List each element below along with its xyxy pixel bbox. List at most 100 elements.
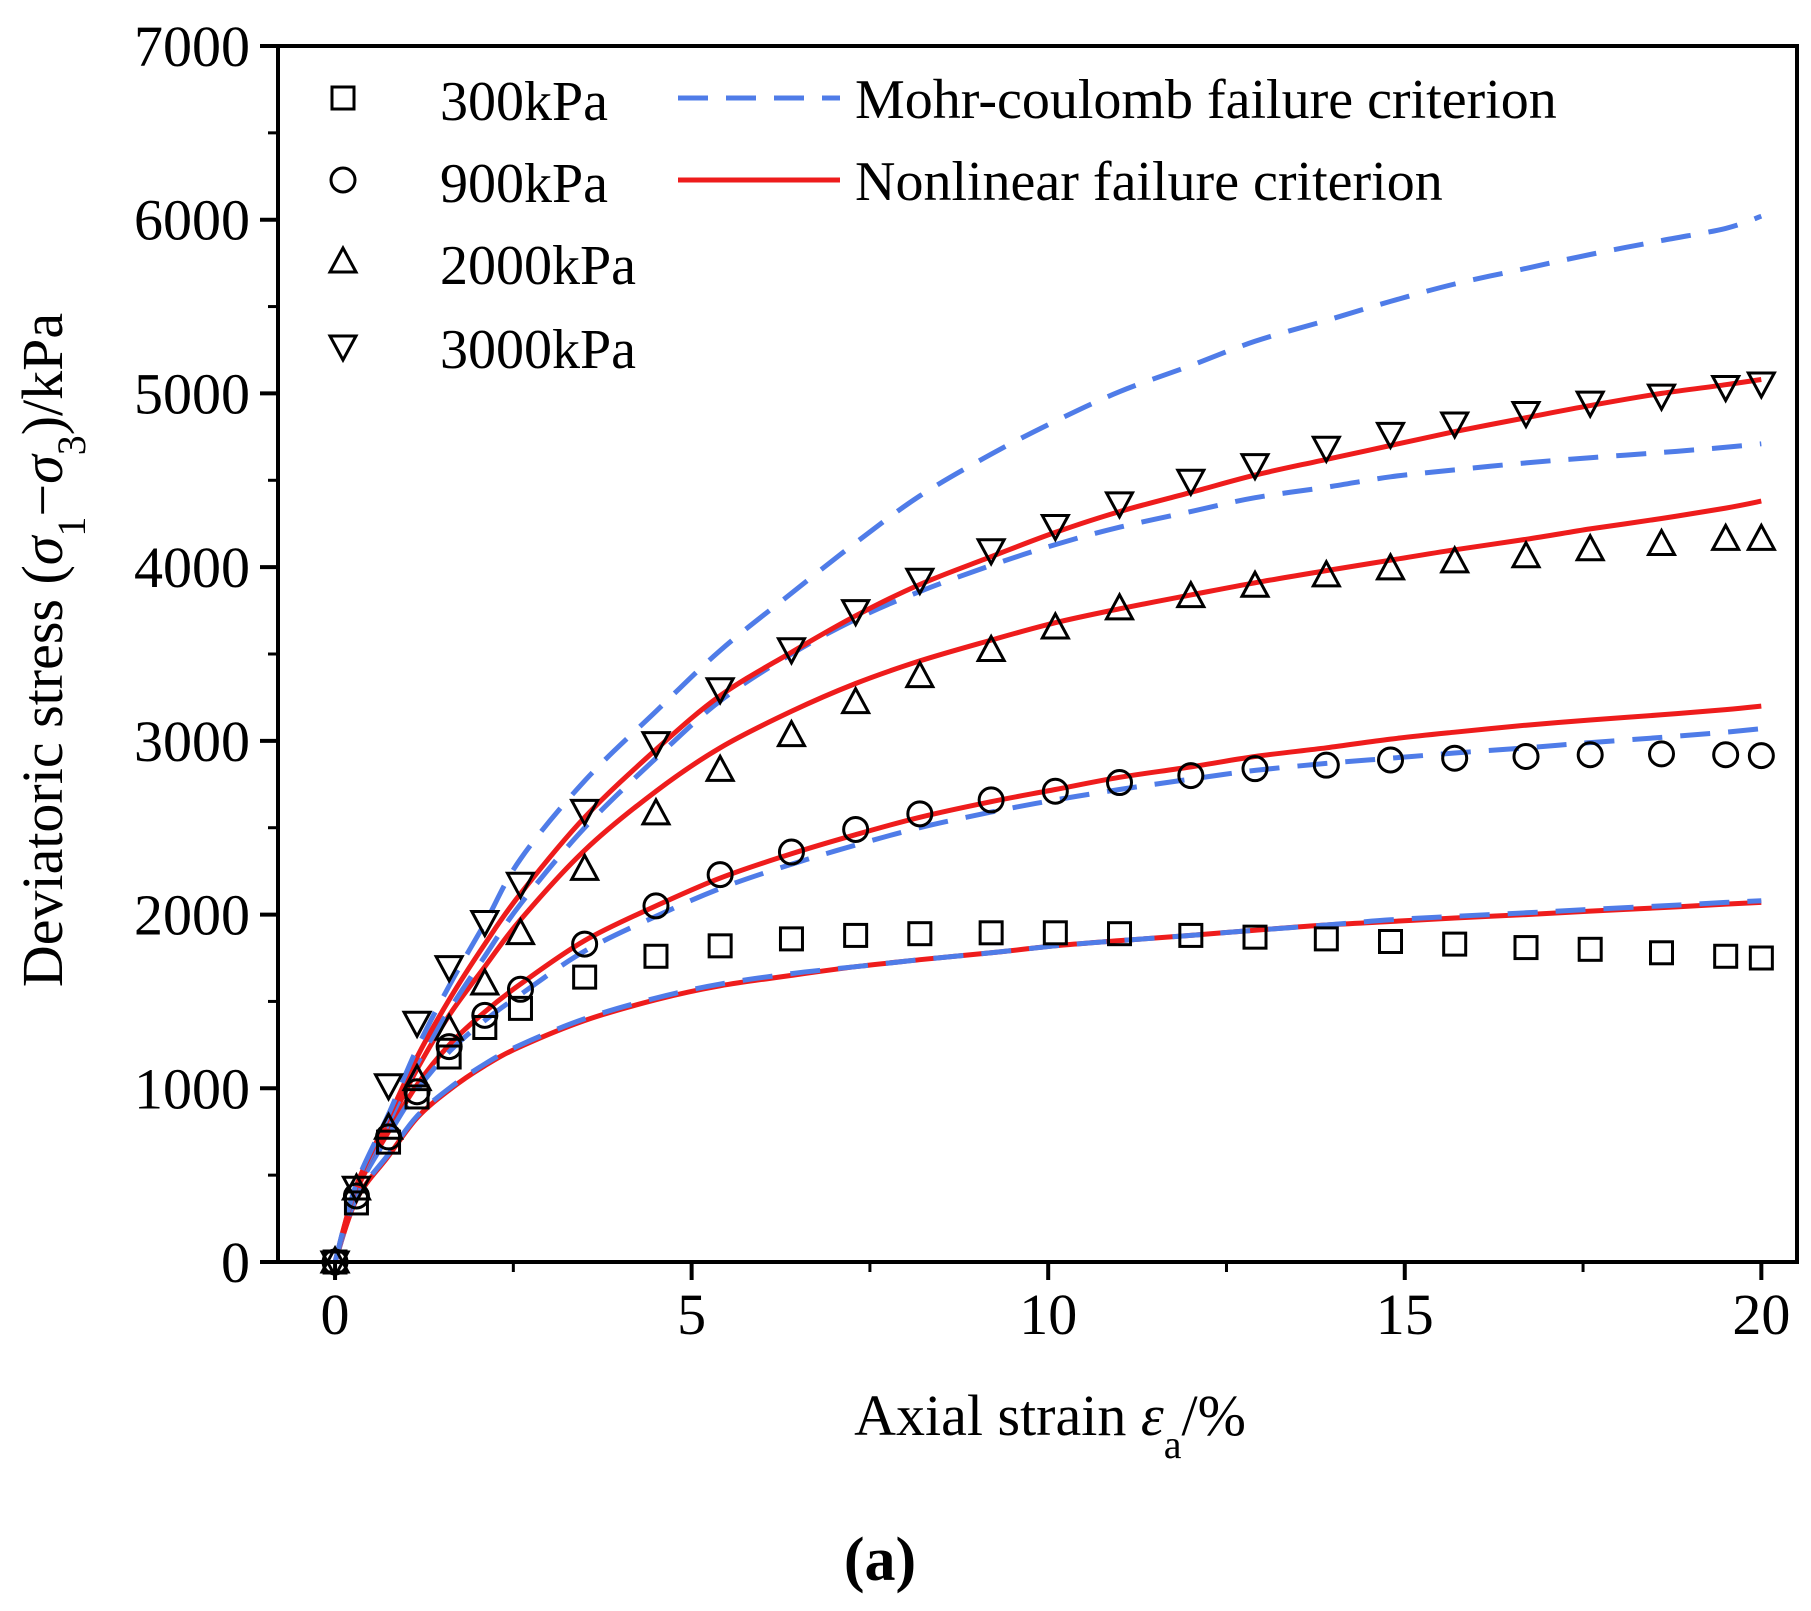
- data-point-900kPa: [1576, 741, 1604, 769]
- data-point-3000kPa: [469, 910, 501, 939]
- data-point-900kPa: [1512, 742, 1540, 770]
- data-point-3000kPa: [504, 871, 536, 901]
- x-tick-label-10: 10: [1019, 1282, 1077, 1347]
- data-point-3000kPa: [1310, 435, 1342, 465]
- data-point-900kPa: [1241, 755, 1269, 783]
- data-point-3000kPa: [1510, 401, 1542, 430]
- nonlinear-fit-2000kPa: [332, 498, 1762, 1263]
- data-point-300kPa: [1513, 935, 1539, 961]
- x-axis-title: Axial strain εa/%: [854, 1383, 1246, 1467]
- y-tick-label-5000: 5000: [134, 361, 250, 426]
- y-tick-label-7000: 7000: [134, 14, 250, 79]
- data-point-2000kPa: [1374, 551, 1407, 581]
- data-point-3000kPa: [1745, 371, 1777, 401]
- data-point-3000kPa: [1645, 383, 1678, 413]
- data-point-2000kPa: [775, 718, 807, 748]
- x-tick-label-5: 5: [677, 1282, 706, 1347]
- data-point-3000kPa: [1710, 374, 1742, 404]
- mohr-coulomb-fit-2000kPa: [332, 441, 1762, 1263]
- data-point-2000kPa: [1039, 610, 1071, 640]
- data-point-3000kPa: [340, 1175, 372, 1205]
- data-point-2000kPa: [840, 685, 872, 715]
- y-tick-label-4000: 4000: [134, 535, 250, 600]
- data-point-3000kPa: [373, 1073, 405, 1102]
- data-point-3000kPa: [640, 731, 672, 760]
- data-point-300kPa: [1042, 920, 1068, 946]
- data-point-2000kPa: [1239, 569, 1271, 598]
- data-point-2000kPa: [975, 633, 1007, 663]
- data-markers: [319, 371, 1777, 1280]
- data-point-900kPa: [642, 892, 670, 920]
- data-point-900kPa: [403, 1078, 431, 1106]
- data-point-3000kPa: [1039, 513, 1071, 543]
- data-point-3000kPa: [569, 798, 601, 828]
- data-point-3000kPa: [1374, 421, 1407, 451]
- nonlinear-fit-3000kPa: [332, 377, 1762, 1263]
- legend-marker-900kPa: [329, 166, 357, 194]
- data-point-900kPa: [571, 930, 599, 958]
- data-point-2000kPa: [1439, 544, 1471, 574]
- data-point-900kPa: [906, 800, 934, 828]
- data-point-3000kPa: [1574, 390, 1606, 420]
- y-tick-label-1000: 1000: [134, 1056, 250, 1121]
- legend-label-300kPa: 300kPa: [440, 71, 608, 133]
- data-point-2000kPa: [1645, 527, 1678, 557]
- data-point-300kPa: [1713, 943, 1739, 969]
- data-point-300kPa: [978, 920, 1004, 946]
- data-point-3000kPa: [975, 538, 1007, 567]
- data-point-900kPa: [1712, 741, 1740, 769]
- data-point-2000kPa: [569, 852, 601, 881]
- data-point-300kPa: [1242, 924, 1268, 950]
- data-point-300kPa: [572, 964, 598, 990]
- data-point-2000kPa: [640, 796, 672, 826]
- y-tick-label-2000: 2000: [134, 883, 250, 948]
- data-point-300kPa: [1178, 922, 1204, 948]
- data-point-900kPa: [977, 786, 1005, 814]
- data-point-3000kPa: [904, 567, 936, 597]
- x-tick-label-15: 15: [1376, 1282, 1434, 1347]
- data-point-3000kPa: [1239, 453, 1271, 482]
- data-point-900kPa: [471, 1001, 499, 1029]
- data-point-2000kPa: [1510, 539, 1542, 569]
- legend-marker-300kPa: [330, 85, 356, 111]
- data-point-900kPa: [1377, 746, 1405, 774]
- data-point-300kPa: [1748, 945, 1774, 971]
- data-point-3000kPa: [840, 599, 872, 628]
- data-point-900kPa: [706, 861, 734, 889]
- data-point-900kPa: [1106, 769, 1134, 797]
- data-point-900kPa: [1747, 742, 1775, 770]
- data-point-2000kPa: [1175, 579, 1207, 609]
- data-point-900kPa: [1041, 777, 1069, 805]
- data-point-300kPa: [643, 943, 669, 969]
- legend-marker-2000kPa: [327, 244, 359, 274]
- data-point-300kPa: [1442, 931, 1468, 957]
- data-point-3000kPa: [401, 1010, 433, 1040]
- y-tick-label-6000: 6000: [134, 188, 250, 253]
- legend-label-nonlinear: Nonlinear failure criterion: [855, 151, 1443, 213]
- legend-label-mohr-coulomb: Mohr-coulomb failure criterion: [855, 69, 1557, 131]
- data-point-3000kPa: [704, 677, 736, 706]
- data-point-900kPa: [777, 838, 805, 866]
- data-point-300kPa: [1107, 921, 1133, 947]
- data-point-3000kPa: [775, 637, 807, 666]
- legend-label-3000kPa: 3000kPa: [440, 319, 636, 381]
- data-point-300kPa: [1577, 936, 1603, 962]
- data-point-900kPa: [1648, 740, 1676, 768]
- legend-label-2000kPa: 2000kPa: [440, 235, 636, 297]
- data-point-300kPa: [778, 926, 804, 952]
- data-point-300kPa: [707, 933, 733, 959]
- data-point-2000kPa: [1710, 522, 1742, 551]
- data-point-2000kPa: [1103, 591, 1136, 621]
- legend: 300kPa 900kPa 2000kPa 3000kPa Mohr-coulomb f…: [327, 69, 1557, 381]
- data-point-900kPa: [435, 1033, 463, 1061]
- axes: 0 5 10 15 20 0 1000 2000 3000 4000 5000 6000 7000: [134, 14, 1799, 1347]
- data-point-900kPa: [1177, 762, 1205, 790]
- data-point-3000kPa: [1439, 411, 1471, 441]
- data-point-300kPa: [1313, 926, 1339, 952]
- data-point-2000kPa: [1310, 558, 1342, 588]
- mohr-coulomb-fit-3000kPa: [332, 213, 1763, 1263]
- data-point-2000kPa: [704, 753, 736, 782]
- data-point-900kPa: [842, 815, 870, 843]
- nonlinear-fit-900kPa: [332, 703, 1762, 1263]
